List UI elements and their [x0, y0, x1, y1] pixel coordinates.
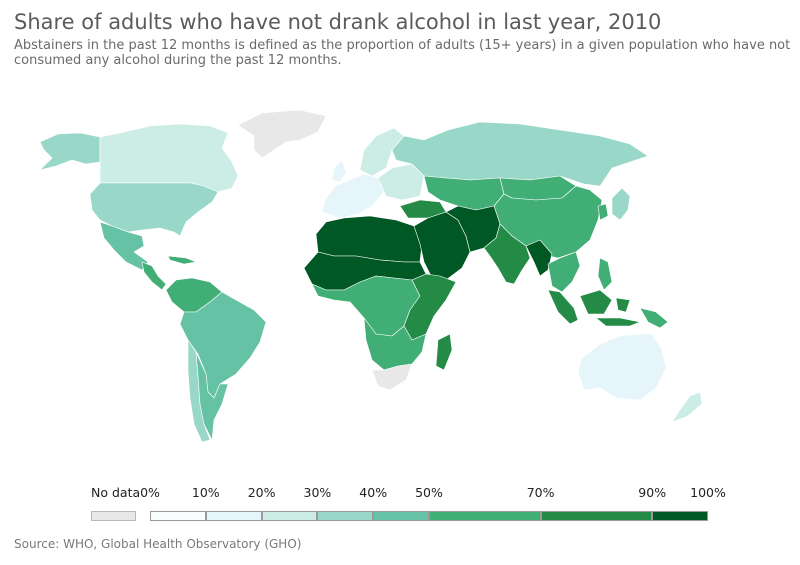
region-korea[interactable] [597, 203, 609, 221]
region-usa[interactable] [89, 182, 219, 237]
region-east-africa[interactable] [403, 273, 457, 341]
legend-threshold-label: 30% [303, 485, 332, 500]
legend-bin [205, 511, 262, 521]
legend-bin [429, 511, 541, 521]
legend-threshold-label: 20% [247, 485, 276, 500]
chart-subtitle: Abstainers in the past 12 months is defi… [14, 38, 791, 68]
legend-bin [150, 511, 206, 521]
region-argentina[interactable] [195, 351, 229, 441]
region-south-africa[interactable] [371, 363, 413, 391]
region-new-zealand[interactable] [671, 391, 703, 423]
region-japan[interactable] [611, 187, 631, 221]
legend-threshold-label: 0% [140, 485, 160, 500]
region-india[interactable] [483, 223, 531, 285]
legend-threshold-label: 70% [526, 485, 555, 500]
legend-bin [540, 511, 653, 521]
region-mexico[interactable] [99, 221, 149, 271]
legend-bin [373, 511, 429, 521]
region-canada[interactable] [99, 123, 239, 193]
legend-nodata-label: No data [91, 485, 141, 500]
region-southern-africa[interactable] [363, 317, 427, 371]
region-madagascar[interactable] [435, 333, 453, 371]
region-indonesia[interactable] [547, 289, 641, 327]
legend-threshold-label: 10% [191, 485, 220, 500]
region-philippines[interactable] [597, 257, 613, 291]
region-png[interactable] [639, 307, 669, 329]
region-western-europe[interactable] [321, 173, 385, 219]
legend-bin [261, 511, 318, 521]
region-southeast-asia[interactable] [547, 251, 581, 293]
region-greenland[interactable] [237, 109, 327, 159]
chart-title: Share of adults who have not drank alcoh… [14, 10, 662, 34]
legend-threshold-label: 90% [638, 485, 667, 500]
source-note: Source: WHO, Global Health Observatory (… [14, 537, 302, 551]
legend-nodata-swatch [91, 511, 136, 521]
region-uk[interactable] [331, 159, 347, 183]
region-eastern-europe[interactable] [377, 163, 425, 201]
region-australia[interactable] [577, 333, 667, 401]
region-middle-east[interactable] [413, 211, 471, 281]
region-caribbean[interactable] [167, 255, 197, 265]
legend-threshold-label: 100% [690, 485, 726, 500]
legend-threshold-label: 40% [359, 485, 388, 500]
region-alaska[interactable] [39, 132, 101, 171]
legend-bin [317, 511, 374, 521]
region-south-america[interactable] [179, 291, 267, 399]
region-north-africa[interactable] [315, 215, 423, 263]
legend-threshold-label: 50% [415, 485, 443, 500]
legend-bin [652, 511, 708, 521]
region-myanmar[interactable] [525, 239, 553, 277]
region-central-america[interactable] [141, 261, 167, 291]
